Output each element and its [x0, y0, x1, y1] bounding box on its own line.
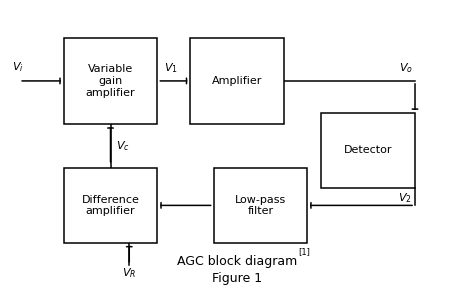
Text: $V_c$: $V_c$	[116, 139, 130, 153]
Text: Difference
amplifier: Difference amplifier	[82, 195, 139, 216]
Text: Variable
gain
amplifier: Variable gain amplifier	[86, 64, 136, 98]
Bar	[64, 37, 157, 124]
Text: $V_1$: $V_1$	[164, 61, 178, 75]
Text: $V_o$: $V_o$	[399, 61, 413, 75]
Text: [1]: [1]	[298, 247, 310, 256]
Text: Detector: Detector	[344, 145, 392, 155]
Text: $V_R$: $V_R$	[122, 266, 137, 280]
Text: Figure 1: Figure 1	[212, 272, 262, 285]
Text: $V_i$: $V_i$	[12, 60, 24, 74]
Bar	[64, 168, 157, 243]
Bar	[321, 113, 415, 188]
Text: AGC block diagram: AGC block diagram	[177, 255, 297, 268]
Text: $V_2$: $V_2$	[398, 191, 411, 205]
Text: Amplifier: Amplifier	[212, 76, 262, 86]
Bar	[190, 37, 284, 124]
Bar	[214, 168, 307, 243]
Text: Low-pass
filter: Low-pass filter	[235, 195, 286, 216]
